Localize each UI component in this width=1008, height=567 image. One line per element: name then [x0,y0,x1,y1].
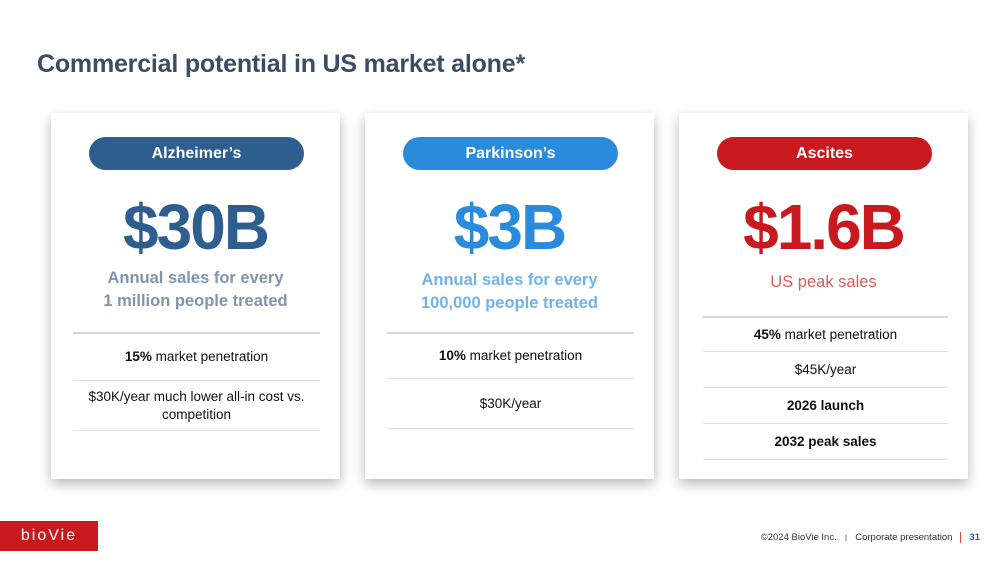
headline-value: $1.6B [743,191,906,263]
detail-list: 10% market penetration $30K/year [387,332,634,429]
detail-list: 45% market penetration $45K/year 2026 la… [703,316,948,460]
detail-row-text: market penetration [780,326,898,342]
detail-list: 15% market penetration $30K/year much lo… [73,332,320,431]
value-description: Annual sales for every 1 million people … [51,267,340,313]
footer-separator: I [844,532,848,543]
card-ascites: Ascites $1.6B US peak sales 45% market p… [679,113,968,479]
detail-row: 45% market penetration [703,318,948,352]
detail-row-text: $45K/year [794,361,857,377]
page-number: 31 [969,532,980,543]
card-alzheimers: Alzheimer’s $30B Annual sales for every … [51,113,340,479]
detail-row-emphasis: 2026 launch [786,397,865,413]
detail-row: $30K/year much lower all-in cost vs. com… [73,381,320,431]
detail-row-emphasis: 45% [753,326,781,342]
card-label-pill: Alzheimer’s [89,137,304,170]
detail-row: $30K/year [387,379,634,429]
card-parkinsons: Parkinson’s $3B Annual sales for every 1… [365,113,654,479]
detail-row: 15% market penetration [73,334,320,381]
detail-row-text: market penetration [465,348,583,363]
headline-value: $30B [123,191,270,263]
detail-row: 2026 launch [703,388,948,424]
value-description: US peak sales [679,271,968,294]
headline-value: $3B [453,191,567,263]
detail-row-emphasis: 2032 peak sales [774,433,877,449]
card-label-pill: Parkinson’s [403,137,618,170]
detail-row-emphasis: 15% [124,349,152,364]
detail-row: $45K/year [703,352,948,388]
detail-row-text: market penetration [151,349,269,364]
value-description: Annual sales for every 100,000 people tr… [365,269,654,315]
value-description-line: Annual sales for every [421,271,598,289]
detail-row-text: $30K/year [479,395,542,411]
biovie-logo: bioVie [0,521,98,551]
value-description-line: Annual sales for every [107,269,284,287]
value-description-line: 1 million people treated [103,292,288,310]
value-description-line: 100,000 people treated [420,294,598,312]
card-label-pill: Ascites [717,137,932,170]
footer: ©2024 BioVie Inc. I Corporate presentati… [761,532,980,543]
detail-row-emphasis: 10% [438,348,466,363]
footer-label: Corporate presentation [855,532,953,543]
detail-row-text: $30K/year much lower all-in cost vs. com… [88,388,305,422]
footer-divider [960,532,962,543]
footer-copyright: ©2024 BioVie Inc. [760,532,837,543]
detail-row: 10% market penetration [387,334,634,379]
detail-row: 2032 peak sales [703,424,948,460]
value-description-line: US peak sales [770,273,877,291]
page-title: Commercial potential in US market alone* [37,50,525,78]
